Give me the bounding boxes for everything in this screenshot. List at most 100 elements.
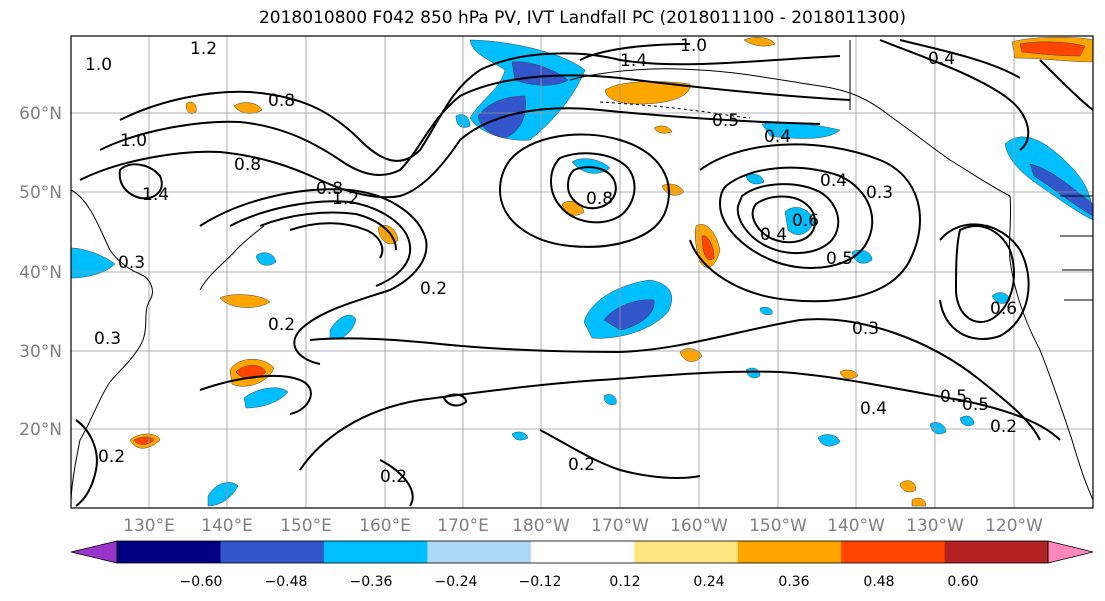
negative-shading [70, 39, 1094, 507]
colorbar-border [116, 540, 1049, 564]
colorbar-segment [944, 541, 1049, 563]
lon-label: 140°E [201, 516, 253, 536]
contour-line [736, 183, 840, 255]
contour-label: 0.2 [380, 467, 407, 487]
contour-label: 1.0 [120, 131, 147, 151]
contour-label: 0.2 [568, 455, 595, 475]
contour-label: 1.2 [190, 39, 217, 59]
lat-label: 60°N [19, 104, 62, 124]
pv-contours [75, 39, 1094, 507]
lat-labels: 60°N 50°N 40°N 30°N 20°N [19, 104, 62, 440]
colorbar-segment [841, 541, 946, 563]
colorbar-segment [530, 541, 635, 563]
contour-label: 0.3 [94, 329, 121, 349]
colorbar-extend-left [70, 540, 118, 564]
lon-labels: 130°E 140°E 150°E 160°E 170°E 180°W 170°… [123, 516, 1043, 536]
shade-pos [604, 81, 691, 105]
positive-shading [129, 36, 1094, 507]
contour-line [259, 211, 397, 251]
shade-pos [653, 125, 673, 134]
contour-label: 0.8 [586, 189, 613, 209]
shade-neg [745, 367, 761, 379]
contour-label: 0.2 [990, 417, 1017, 437]
shade-neg [603, 299, 655, 331]
colorbar-segment [737, 541, 842, 563]
contour-label: 0.3 [852, 319, 879, 339]
contour-label: 0.8 [234, 155, 261, 175]
contour-line [79, 107, 821, 199]
colorbar-segment [427, 541, 532, 563]
contour-label-layer: 1.2 1.0 1.4 1.0 0.4 0.8 0.5 1.0 0.4 0.8 … [85, 36, 1017, 487]
coastlines [70, 40, 1094, 501]
lon-label: 170°E [437, 516, 489, 536]
contour-label: 0.2 [98, 447, 125, 467]
lat-label: 40°N [19, 263, 62, 283]
contour-label: 0.2 [268, 315, 295, 335]
colorbar-segment [634, 541, 739, 563]
contour-line [99, 74, 851, 176]
lon-label: 130°W [906, 516, 964, 536]
shade-neg [511, 61, 569, 86]
contour-label: 0.4 [928, 49, 955, 69]
lon-label: 150°E [280, 516, 332, 536]
contour-label: 1.0 [85, 55, 112, 75]
contour-label: 1.0 [680, 36, 707, 56]
shade-pos [185, 101, 197, 114]
contour-label: 0.4 [760, 225, 787, 245]
colorbar-tick-label: −0.36 [350, 574, 393, 590]
contour-label: 0.4 [820, 171, 847, 191]
contour-line [199, 188, 428, 365]
contour-line [75, 419, 98, 507]
contour-label: 0.3 [866, 183, 893, 203]
colorbar-tick-label: 0.48 [863, 574, 894, 590]
shade-neg [603, 394, 617, 405]
colorbar-tick-label: 0.36 [778, 574, 809, 590]
contour-label: 0.5 [940, 387, 967, 407]
contour-label: 0.2 [420, 279, 447, 299]
contour-line [718, 166, 874, 269]
lat-label: 50°N [19, 183, 62, 203]
contour-label: 0.4 [860, 399, 887, 419]
contour-line [954, 225, 1015, 323]
coastline-japan [199, 225, 265, 291]
colorbar-segment [220, 541, 325, 563]
coastline-alaska [569, 68, 1011, 197]
shade-neg [243, 387, 289, 409]
contour-line [689, 143, 921, 303]
shade-pos [839, 369, 859, 379]
colorbar-tick-label: −0.60 [180, 574, 223, 590]
contour-line [566, 166, 617, 210]
contour-label: 0.6 [792, 211, 819, 231]
contour-line [229, 200, 412, 287]
contour-line [118, 163, 163, 200]
colorbar [70, 540, 1094, 564]
contour-label: 0.8 [268, 91, 295, 111]
coastline-asia [70, 189, 153, 501]
shade-pos [1019, 41, 1086, 57]
shade-neg [70, 247, 116, 279]
shade-pos [911, 497, 927, 507]
graticule [71, 36, 1093, 508]
lon-label: 170°W [591, 516, 649, 536]
shade-pos [701, 235, 715, 261]
border-canada-us [1060, 195, 1093, 301]
contour-label: 1.2 [332, 189, 359, 209]
contour-label: 1.4 [620, 51, 647, 71]
colorbar-segment [117, 541, 221, 563]
shade-neg [784, 207, 815, 235]
contour-line [498, 133, 670, 248]
coastline-na-west [1008, 195, 1094, 501]
contour-line [379, 459, 414, 507]
colorbar-tick-label: 0.12 [609, 574, 640, 590]
contour-line [299, 370, 1061, 471]
coastline-aleutians [599, 101, 751, 119]
lon-label: 140°W [827, 516, 885, 536]
colorbar-tick-label: −0.24 [435, 574, 478, 590]
colorbar-extend-right [1047, 540, 1094, 564]
shade-neg [929, 422, 947, 435]
contour-label: 0.3 [118, 253, 145, 273]
shade-neg [817, 434, 841, 447]
colorbar-tick-label: −0.12 [519, 574, 562, 590]
colorbar-ticks: −0.60 −0.48 −0.36 −0.24 −0.12 0.12 0.24 … [180, 574, 979, 590]
